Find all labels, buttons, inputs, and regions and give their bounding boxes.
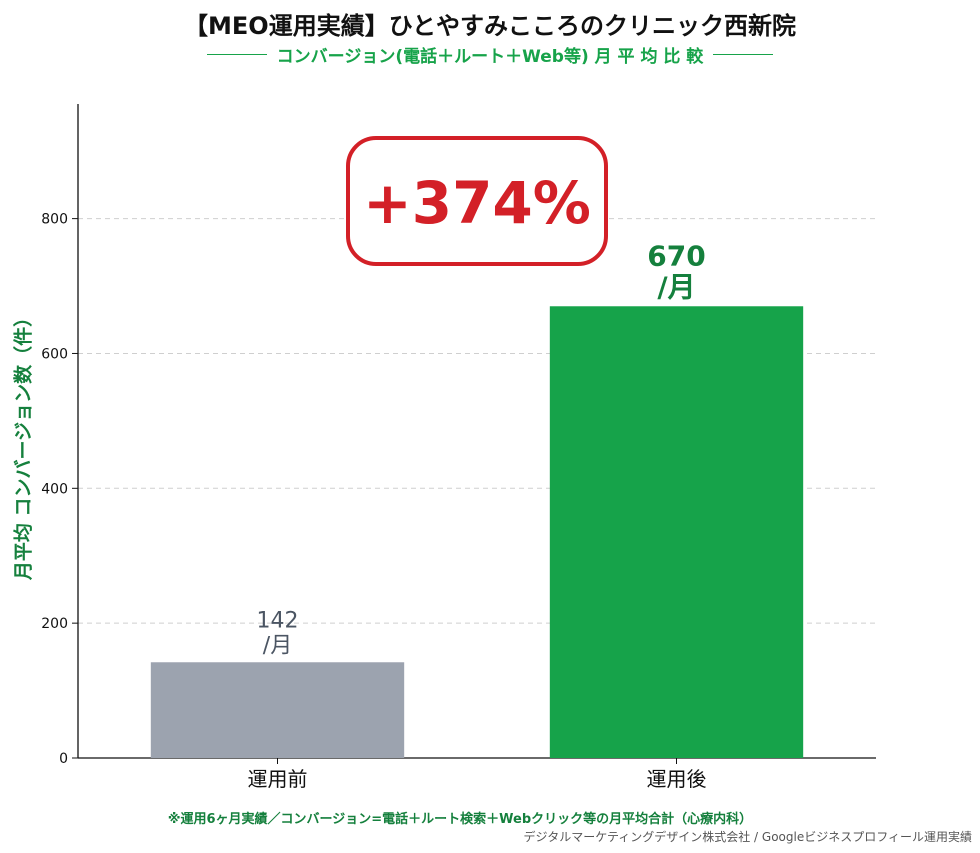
y-tick-label-600: 600 xyxy=(41,346,68,362)
x-tick-label-1: 運用前 xyxy=(248,767,308,791)
credit-text: デジタルマーケティングデザイン株式会社 / Googleビジネスプロフィール運用… xyxy=(523,830,972,844)
x-tick-label-2: 運用後 xyxy=(647,767,707,791)
annotation-box xyxy=(346,136,608,266)
y-tick-label-0: 0 xyxy=(59,751,68,767)
chart-title: 【MEO運用実績】ひとやすみこころのクリニック西新院 xyxy=(184,12,796,40)
data-label-2-line-1: 670 xyxy=(647,239,705,272)
data-label-2-line-2: /月 xyxy=(657,270,695,303)
annotation-growth-text: +374% xyxy=(363,169,591,237)
chart-subtitle-text: コンバージョン(電話＋ルート＋Web等) 月 平 均 比 較 xyxy=(276,47,704,67)
y-tick-label-400: 400 xyxy=(41,481,68,497)
data-label-1-line-2: /月 xyxy=(263,633,292,658)
subtitle-rule-right xyxy=(713,53,774,56)
y-tick-label-200: 200 xyxy=(41,616,68,632)
bar-2 xyxy=(549,306,804,758)
footnote: ※運用6ヶ月実績／コンバージョン=電話＋ルート検索＋Webクリック等の月平均合計… xyxy=(167,812,753,827)
chart-subtitle: コンバージョン(電話＋ルート＋Web等) 月 平 均 比 較 xyxy=(0,42,980,67)
y-tick-label-800: 800 xyxy=(41,212,68,228)
subtitle-rule-left xyxy=(206,53,267,56)
bar-1 xyxy=(150,662,405,758)
data-label-1-line-1: 142 xyxy=(257,608,299,633)
